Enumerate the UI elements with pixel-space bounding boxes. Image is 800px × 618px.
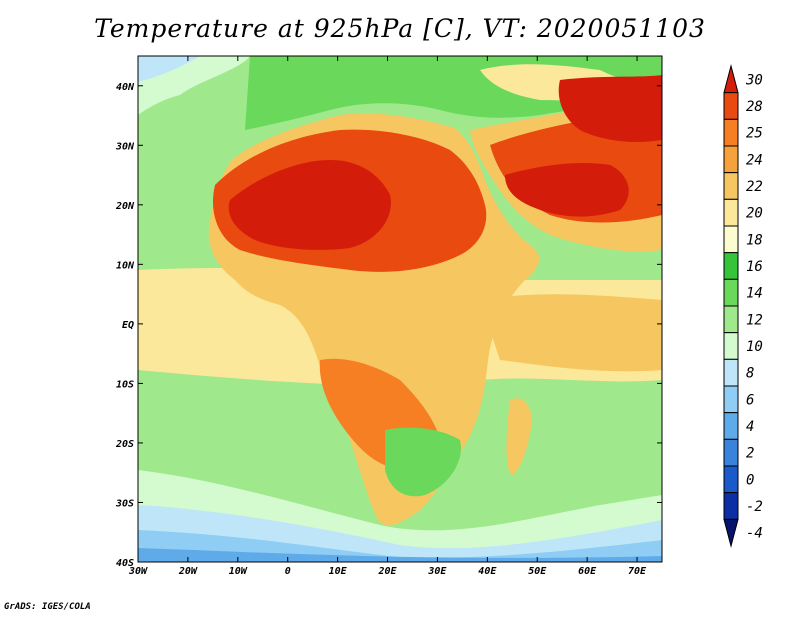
y-tick-label: 40N <box>116 82 135 93</box>
x-tick-label: 0 <box>285 566 291 577</box>
colorbar-label: 8 <box>746 366 754 382</box>
colorbar-top-arrow <box>723 64 739 94</box>
colorbar-swatch <box>723 198 739 227</box>
colorbar-label: 25 <box>746 126 763 142</box>
colorbar-label: -2 <box>746 499 763 515</box>
x-tick-label: 30W <box>128 566 148 577</box>
colorbar-swatch <box>723 145 739 174</box>
colorbar-label: 18 <box>746 232 763 248</box>
x-tick-label: 50E <box>528 566 547 577</box>
colorbar-swatch <box>723 278 739 307</box>
colorbar-swatch <box>723 225 739 254</box>
colorbar-swatch <box>723 465 739 494</box>
atlantic-cool-region <box>138 56 200 82</box>
colorbar-swatch <box>723 305 739 334</box>
x-tick-label: 30E <box>427 566 447 577</box>
colorbar-label: 12 <box>746 312 763 328</box>
colorbar-swatch <box>723 252 739 280</box>
x-tick-label: 20E <box>377 566 397 577</box>
colorbar-label: 2 <box>746 446 754 462</box>
colorbar-label: 28 <box>746 99 763 115</box>
colorbar-label: 0 <box>746 472 754 488</box>
colorbar-label: -4 <box>746 526 763 542</box>
colorbar-label: 4 <box>746 419 754 435</box>
x-tick-label: 60E <box>578 566 597 577</box>
colorbar-swatch <box>723 358 739 387</box>
grads-credit: GrADS: IGES/COLA <box>4 602 91 612</box>
x-tick-label: 10W <box>229 566 248 577</box>
colorbar-label: 6 <box>746 392 754 408</box>
southern-cold-band-4 <box>138 548 662 562</box>
persia-hot <box>558 75 662 142</box>
colorbar-swatch <box>723 385 739 414</box>
colorbar-label: 24 <box>746 152 763 168</box>
colorbar-swatch <box>723 172 739 200</box>
y-tick-label: 30S <box>115 498 134 509</box>
colorbar-bottom-arrow <box>723 518 739 548</box>
colorbar-label: 20 <box>746 206 763 222</box>
colorbar-label: 10 <box>746 339 763 355</box>
y-tick-label: 20S <box>115 439 134 450</box>
colorbar-swatch <box>723 332 739 360</box>
y-tick-label: 10S <box>116 379 134 390</box>
y-tick-label: 30N <box>115 141 135 152</box>
arabia-very-hot <box>505 163 629 217</box>
x-tick-label: 70E <box>628 566 647 577</box>
colorbar-swatch <box>723 438 739 467</box>
colorbar-label: 22 <box>746 179 763 195</box>
sahara-very-hot <box>228 160 391 250</box>
madagascar <box>506 398 532 475</box>
colorbar-label: 30 <box>745 72 763 88</box>
map-frame <box>137 55 663 563</box>
y-tick-label: 40S <box>116 558 134 569</box>
y-tick-label: 20N <box>115 201 135 212</box>
y-tick-label: 10N <box>116 260 135 271</box>
y-tick-label: EQ <box>122 320 134 331</box>
x-tick-label: 20W <box>178 566 198 577</box>
colorbar-swatch <box>723 412 739 440</box>
colorbar-label: 14 <box>746 286 763 302</box>
map-title: Temperature at 925hPa [C], VT: 202005110… <box>94 14 706 43</box>
colorbar-swatch <box>723 492 739 520</box>
x-tick-label: 10E <box>329 566 348 577</box>
colorbar-label: 16 <box>746 259 763 275</box>
colorbar-swatch <box>723 118 739 147</box>
south-africa-green <box>385 427 461 497</box>
x-tick-label: 40E <box>478 566 497 577</box>
tropical-ocean-hot <box>480 294 662 372</box>
colorbar-swatch <box>723 92 739 120</box>
